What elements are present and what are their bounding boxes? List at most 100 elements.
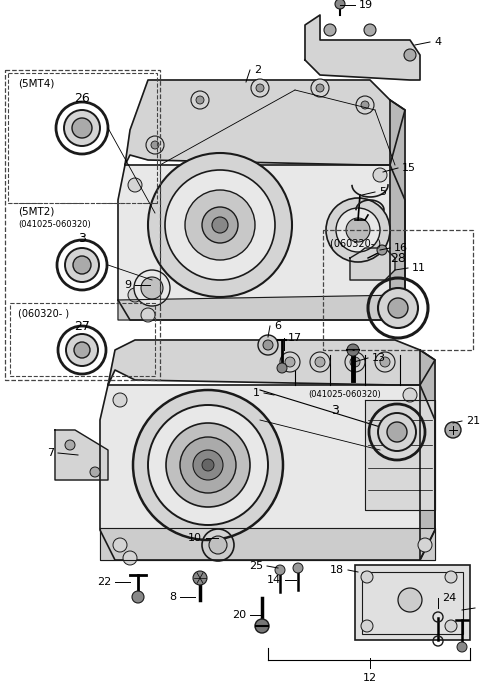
Polygon shape: [100, 528, 435, 560]
Text: 14: 14: [267, 575, 281, 585]
Circle shape: [165, 170, 275, 280]
Circle shape: [378, 413, 416, 451]
Circle shape: [335, 0, 345, 9]
Bar: [323, 230, 473, 350]
Text: 2: 2: [254, 65, 261, 75]
Circle shape: [418, 538, 432, 552]
Circle shape: [90, 467, 100, 477]
Text: 22: 22: [97, 577, 111, 587]
Circle shape: [347, 344, 359, 356]
Text: 3: 3: [331, 404, 339, 417]
Circle shape: [316, 84, 324, 92]
Circle shape: [66, 334, 98, 366]
Circle shape: [445, 620, 457, 632]
Polygon shape: [108, 340, 435, 385]
Circle shape: [346, 218, 370, 242]
Circle shape: [141, 308, 155, 322]
Circle shape: [193, 571, 207, 585]
Circle shape: [383, 308, 397, 322]
Circle shape: [185, 190, 255, 260]
Bar: [355, 565, 470, 640]
Circle shape: [403, 388, 417, 402]
Circle shape: [72, 118, 92, 138]
Circle shape: [280, 352, 300, 372]
Bar: [8, 73, 157, 203]
Text: 9: 9: [124, 280, 131, 290]
Circle shape: [65, 248, 99, 282]
Circle shape: [196, 96, 204, 104]
Circle shape: [251, 79, 269, 97]
Circle shape: [151, 141, 159, 149]
Polygon shape: [118, 165, 405, 320]
Text: 8: 8: [169, 592, 176, 602]
Circle shape: [457, 642, 467, 652]
Polygon shape: [118, 295, 405, 320]
Circle shape: [345, 352, 365, 372]
Text: 11: 11: [412, 263, 426, 273]
Circle shape: [315, 357, 325, 367]
Circle shape: [134, 270, 170, 306]
Circle shape: [310, 352, 330, 372]
Circle shape: [166, 423, 250, 507]
Circle shape: [73, 256, 91, 274]
Circle shape: [180, 437, 236, 493]
Circle shape: [148, 405, 268, 525]
Circle shape: [128, 178, 142, 192]
Circle shape: [113, 393, 127, 407]
Bar: [362, 572, 463, 634]
Circle shape: [285, 357, 295, 367]
Text: (041025-060320): (041025-060320): [308, 391, 381, 400]
Circle shape: [193, 450, 223, 480]
Polygon shape: [420, 350, 435, 560]
Circle shape: [364, 24, 376, 36]
Circle shape: [255, 619, 269, 633]
Circle shape: [324, 24, 336, 36]
Circle shape: [258, 335, 278, 355]
Circle shape: [277, 363, 287, 373]
Text: 25: 25: [249, 561, 263, 571]
Circle shape: [123, 551, 137, 565]
Text: 16: 16: [394, 243, 408, 253]
Text: 15: 15: [402, 163, 416, 173]
Circle shape: [146, 136, 164, 154]
Text: 6: 6: [274, 321, 281, 331]
Text: 13: 13: [372, 353, 386, 363]
Text: 5: 5: [379, 187, 386, 197]
Text: 7: 7: [47, 448, 54, 458]
Circle shape: [378, 288, 418, 328]
Circle shape: [263, 340, 273, 350]
Circle shape: [202, 459, 214, 471]
Circle shape: [209, 536, 227, 554]
Text: 12: 12: [363, 673, 377, 683]
Circle shape: [373, 168, 387, 182]
Circle shape: [133, 390, 283, 540]
Polygon shape: [100, 385, 435, 560]
Text: 28: 28: [390, 251, 406, 264]
Polygon shape: [55, 430, 108, 480]
Circle shape: [445, 571, 457, 583]
Circle shape: [361, 620, 373, 632]
Circle shape: [380, 357, 390, 367]
Text: 27: 27: [74, 319, 90, 333]
Polygon shape: [305, 15, 420, 80]
Circle shape: [212, 217, 228, 233]
Circle shape: [74, 342, 90, 358]
Circle shape: [132, 591, 144, 603]
Bar: [5, 70, 160, 380]
Text: 19: 19: [359, 0, 373, 10]
Circle shape: [398, 588, 422, 612]
Circle shape: [404, 49, 416, 61]
Bar: [10, 303, 155, 376]
Polygon shape: [125, 80, 405, 165]
Text: 1: 1: [253, 388, 260, 398]
Circle shape: [336, 208, 380, 252]
Text: 24: 24: [442, 593, 456, 603]
Polygon shape: [365, 400, 435, 510]
Circle shape: [202, 207, 238, 243]
Circle shape: [128, 288, 142, 302]
Text: 26: 26: [74, 92, 90, 106]
Circle shape: [141, 277, 163, 299]
Circle shape: [375, 352, 395, 372]
Circle shape: [356, 96, 374, 114]
Text: 21: 21: [466, 416, 480, 426]
